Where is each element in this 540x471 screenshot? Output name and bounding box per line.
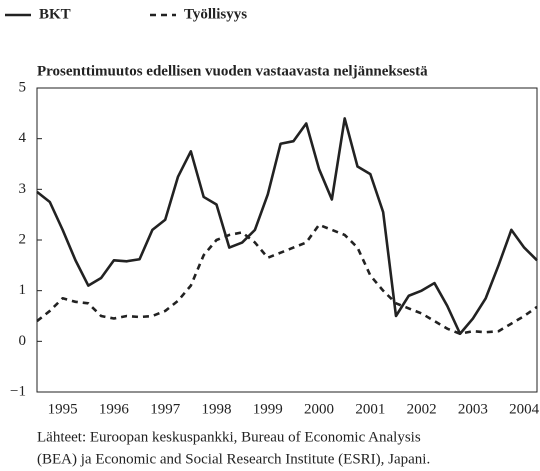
- y-tick-label: 4: [19, 130, 27, 146]
- source-line: Lähteet: Euroopan keskuspankki, Bureau o…: [37, 429, 421, 445]
- y-tick-label: 3: [19, 181, 27, 197]
- series-line: [36, 223, 538, 336]
- x-tick-label: 1999: [253, 401, 283, 417]
- plot-frame: [36, 87, 538, 393]
- y-tick-label: 5: [19, 79, 27, 95]
- legend-label: Työllisyys: [184, 6, 247, 22]
- y-tick-label: −1: [10, 383, 26, 399]
- source-line: (BEA) ja Economic and Social Research In…: [37, 451, 430, 467]
- x-tick-label: 2003: [458, 401, 488, 417]
- chart-subtitle: Prosenttimuutos edellisen vuoden vastaav…: [37, 63, 428, 79]
- legend-label: BKT: [39, 6, 71, 22]
- y-tick-label: 2: [19, 231, 27, 247]
- series-line: [36, 117, 538, 336]
- x-tick-label: 2002: [407, 401, 437, 417]
- y-tick-label: 0: [19, 333, 27, 349]
- x-tick-label: 2000: [304, 401, 334, 417]
- x-tick-label: 1995: [48, 401, 78, 417]
- x-tick-label: 1996: [99, 401, 130, 417]
- x-tick-label: 2004: [509, 401, 540, 417]
- y-tick-label: 1: [19, 282, 27, 298]
- x-tick-label: 2001: [355, 401, 385, 417]
- x-tick-label: 1997: [150, 401, 181, 417]
- x-tick-label: 1998: [201, 401, 231, 417]
